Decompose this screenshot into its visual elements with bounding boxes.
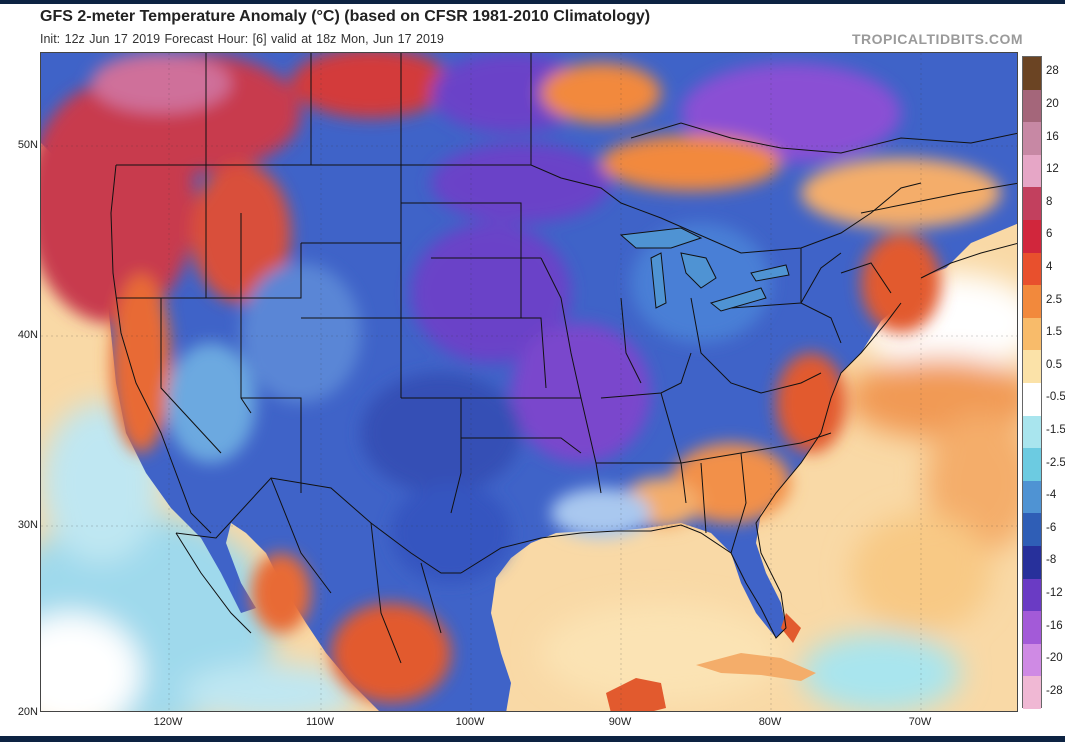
colorbar-swatch bbox=[1023, 643, 1041, 677]
lat-label-40n: 40N bbox=[17, 329, 38, 341]
graticule bbox=[41, 53, 1017, 711]
colorbar-tick-label: 0.5 bbox=[1046, 358, 1062, 371]
colorbar-tick-label: 12 bbox=[1046, 163, 1059, 176]
land-anomaly-fields bbox=[41, 53, 1001, 703]
colorbar-swatch bbox=[1023, 220, 1041, 254]
colorbar-swatch bbox=[1023, 546, 1041, 580]
colorbar-tick-label: 28 bbox=[1046, 65, 1059, 78]
colorbar-legend bbox=[1022, 56, 1042, 710]
colorbar-tick-label: 6 bbox=[1046, 228, 1053, 241]
bottom-border bbox=[0, 736, 1065, 742]
colorbar-tick-label: -4 bbox=[1046, 489, 1057, 502]
temperature-anomaly-map bbox=[40, 52, 1018, 712]
map-canvas bbox=[41, 53, 1017, 711]
colorbar-tick-label: -0.5 bbox=[1046, 391, 1065, 404]
colorbar-swatch bbox=[1023, 57, 1041, 91]
colorbar-tick-label: -8 bbox=[1046, 554, 1057, 567]
colorbar-swatch bbox=[1023, 578, 1041, 612]
lat-label-30n: 30N bbox=[17, 519, 38, 531]
colorbar-tick-label: -2.5 bbox=[1046, 456, 1065, 469]
colorbar-swatch bbox=[1023, 252, 1041, 286]
lon-label-120w: 120W bbox=[153, 716, 183, 728]
land-cuba bbox=[696, 653, 816, 681]
colorbar-tick-label: 4 bbox=[1046, 260, 1053, 273]
top-border bbox=[0, 0, 1065, 4]
lon-label-70w: 70W bbox=[908, 716, 932, 728]
colorbar-tick-label: 8 bbox=[1046, 195, 1053, 208]
source-watermark[interactable]: TROPICALTIDBITS.COM bbox=[851, 31, 1023, 47]
colorbar-swatch bbox=[1023, 350, 1041, 384]
colorbar-tick-label: -6 bbox=[1046, 521, 1057, 534]
lat-label-50n: 50N bbox=[17, 139, 38, 151]
colorbar-tick-label: -1.5 bbox=[1046, 423, 1065, 436]
colorbar-tick-label: 16 bbox=[1046, 130, 1059, 143]
political-boundaries bbox=[110, 53, 1017, 664]
lon-label-80w: 80W bbox=[758, 716, 782, 728]
colorbar-swatch bbox=[1023, 317, 1041, 351]
colorbar-swatch bbox=[1023, 187, 1041, 221]
colorbar-swatch bbox=[1023, 285, 1041, 319]
map-subtitle: Init: 12z Jun 17 2019 Forecast Hour: [6]… bbox=[40, 32, 444, 46]
colorbar-tick-label: -16 bbox=[1046, 619, 1063, 632]
colorbar-swatch bbox=[1023, 611, 1041, 645]
colorbar-tick-label: 2.5 bbox=[1046, 293, 1062, 306]
map-title: GFS 2-meter Temperature Anomaly (°C) (ba… bbox=[40, 8, 651, 25]
lon-label-90w: 90W bbox=[608, 716, 632, 728]
colorbar-tick-label: -28 bbox=[1046, 684, 1063, 697]
colorbar-swatch bbox=[1023, 676, 1041, 710]
colorbar-swatch bbox=[1023, 154, 1041, 188]
lon-label-110w: 110W bbox=[306, 716, 334, 728]
colorbar-swatch bbox=[1023, 415, 1041, 449]
colorbar-swatch bbox=[1023, 448, 1041, 482]
colorbar-tick-label: -12 bbox=[1046, 586, 1063, 599]
lon-label-100w: 100W bbox=[455, 716, 485, 728]
colorbar-tick-label: 20 bbox=[1046, 97, 1059, 110]
land-yucatan bbox=[606, 678, 666, 711]
lat-label-20n: 20N bbox=[17, 706, 38, 718]
colorbar-swatch bbox=[1023, 89, 1041, 123]
colorbar-swatch bbox=[1023, 480, 1041, 514]
colorbar-swatch bbox=[1023, 383, 1041, 417]
colorbar-tick-label: 1.5 bbox=[1046, 326, 1062, 339]
colorbar-swatch bbox=[1023, 513, 1041, 547]
land-florida-keys bbox=[781, 613, 801, 643]
great-lakes bbox=[619, 227, 790, 312]
colorbar-tick-label: -20 bbox=[1046, 652, 1063, 665]
colorbar-swatch bbox=[1023, 122, 1041, 156]
